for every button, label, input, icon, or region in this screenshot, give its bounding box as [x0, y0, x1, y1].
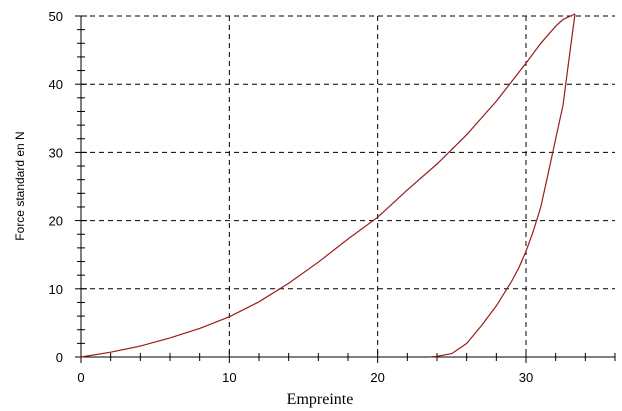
series-group: [80, 13, 576, 358]
series-line-1: [429, 13, 576, 358]
tick-labels: 0 10 20 30 0 10 20 30 40 50: [49, 9, 534, 385]
y-tick-label: 0: [56, 350, 63, 365]
y-tick-label: 20: [49, 214, 63, 229]
x-tick-label: 10: [222, 370, 236, 385]
x-axis-label: Empreinte: [287, 391, 354, 408]
y-tick-label: 40: [49, 77, 63, 92]
x-tick-label: 20: [370, 370, 384, 385]
y-tick-label: 50: [49, 9, 63, 24]
x-tick-label: 0: [77, 370, 84, 385]
y-tick-label: 10: [49, 282, 63, 297]
axes: [75, 15, 616, 363]
series-line-0: [80, 13, 576, 358]
y-axis-label: Force standard en N: [13, 131, 27, 240]
y-tick-label: 30: [49, 145, 63, 160]
grid-lines: [81, 15, 615, 357]
x-tick-label: 30: [519, 370, 533, 385]
